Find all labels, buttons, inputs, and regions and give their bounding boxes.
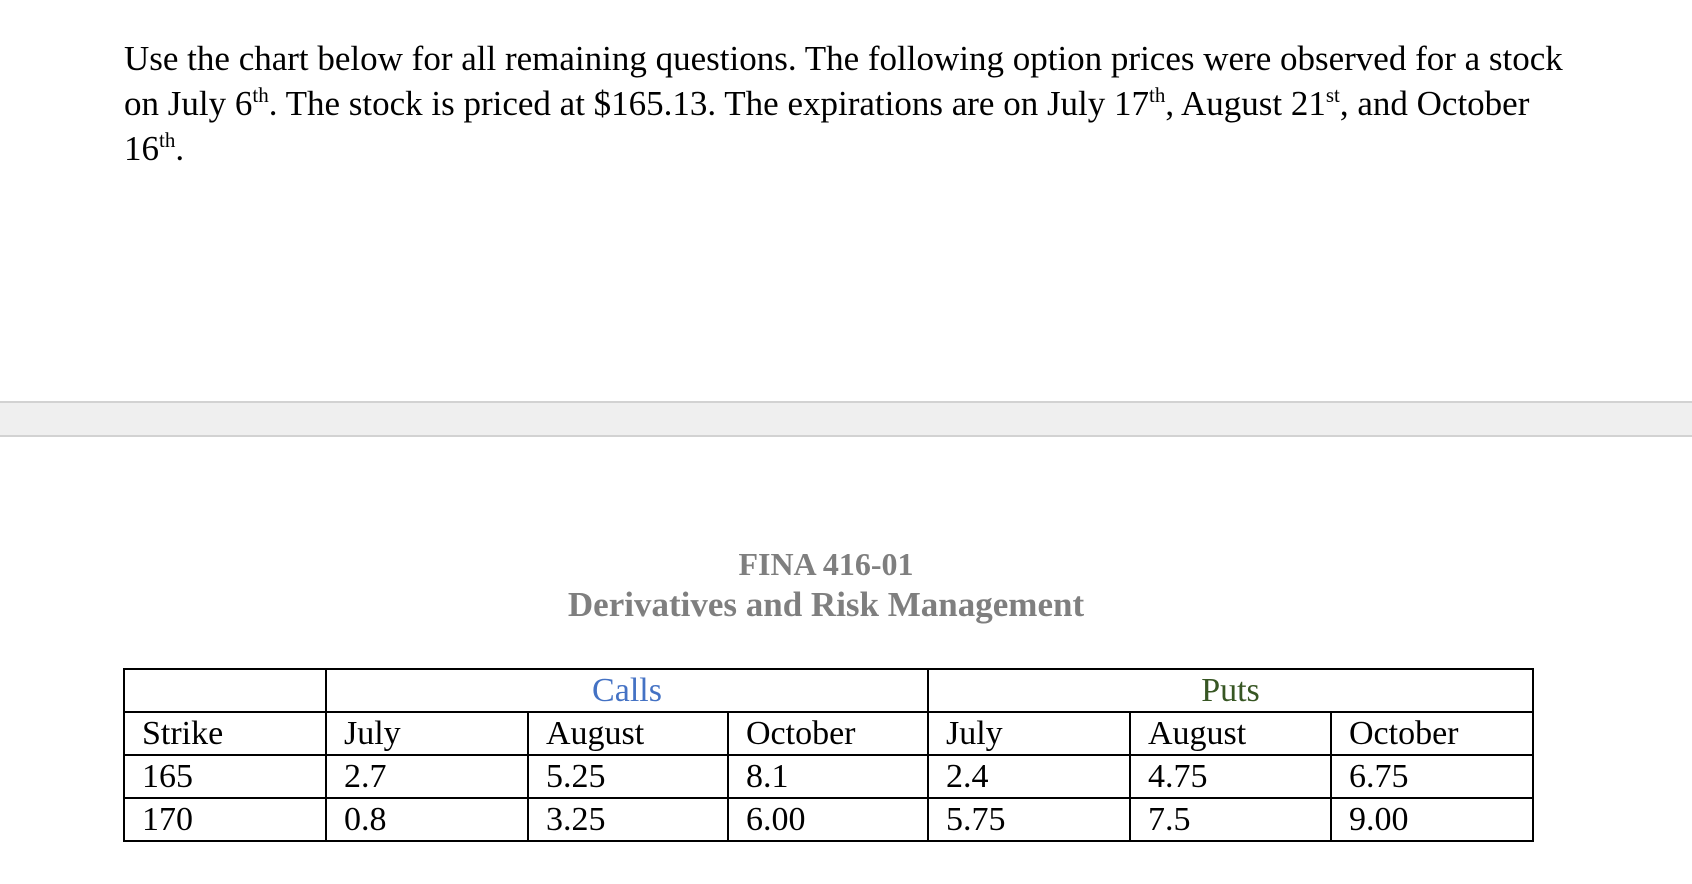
calls-october-cell: 8.1 [727,754,929,799]
puts-july-cell: 2.4 [927,754,1131,799]
calls-august-cell: 3.25 [527,797,729,842]
column-header-calls-august: August [527,711,729,756]
puts-july-cell: 5.75 [927,797,1131,842]
intro-text-3: , August 21 [1165,84,1326,123]
intro-text-1: Use the chart below for all remaining qu… [124,39,1563,123]
column-header-calls-october: October [727,711,929,756]
strike-cell: 170 [123,797,327,842]
calls-august-cell: 5.25 [527,754,729,799]
table-row: 165 2.7 5.25 8.1 2.4 4.75 6.75 [123,754,1534,799]
column-header-puts-october: October [1330,711,1534,756]
intro-sup-1: th [252,83,269,107]
intro-text-4: , and October 16 [124,84,1530,168]
page-break-divider [0,401,1692,437]
intro-text-2: . The stock is priced at $165.13. The ex… [268,84,1150,123]
table-group-header-row: Calls Puts [123,668,1534,713]
intro-sup-3: st [1325,83,1340,107]
course-title-heading: Derivatives and Risk Management [567,585,1085,624]
column-header-calls-july: July [325,711,529,756]
puts-august-cell: 7.5 [1129,797,1332,842]
option-prices-table: Calls Puts Strike July August October Ju… [123,668,1534,842]
intro-sup-2: th [1149,83,1166,107]
intro-paragraph: Use the chart below for all remaining qu… [124,36,1584,171]
puts-group-header: Puts [927,668,1534,713]
puts-august-cell: 4.75 [1129,754,1332,799]
calls-october-cell: 6.00 [727,797,929,842]
table-column-header-row: Strike July August October July August O… [123,711,1534,756]
intro-text-5: . [175,129,185,168]
column-header-puts-august: August [1129,711,1332,756]
column-header-strike: Strike [123,711,327,756]
column-header-puts-july: July [927,711,1131,756]
table-corner-cell [123,668,327,713]
calls-group-header: Calls [325,668,929,713]
intro-sup-4: th [159,128,176,152]
strike-cell: 165 [123,754,327,799]
puts-october-cell: 6.75 [1330,754,1534,799]
course-code-heading: FINA 416-01 [738,546,914,582]
calls-july-cell: 0.8 [325,797,529,842]
calls-july-cell: 2.7 [325,754,529,799]
table-row: 170 0.8 3.25 6.00 5.75 7.5 9.00 [123,797,1534,842]
puts-october-cell: 9.00 [1330,797,1534,842]
